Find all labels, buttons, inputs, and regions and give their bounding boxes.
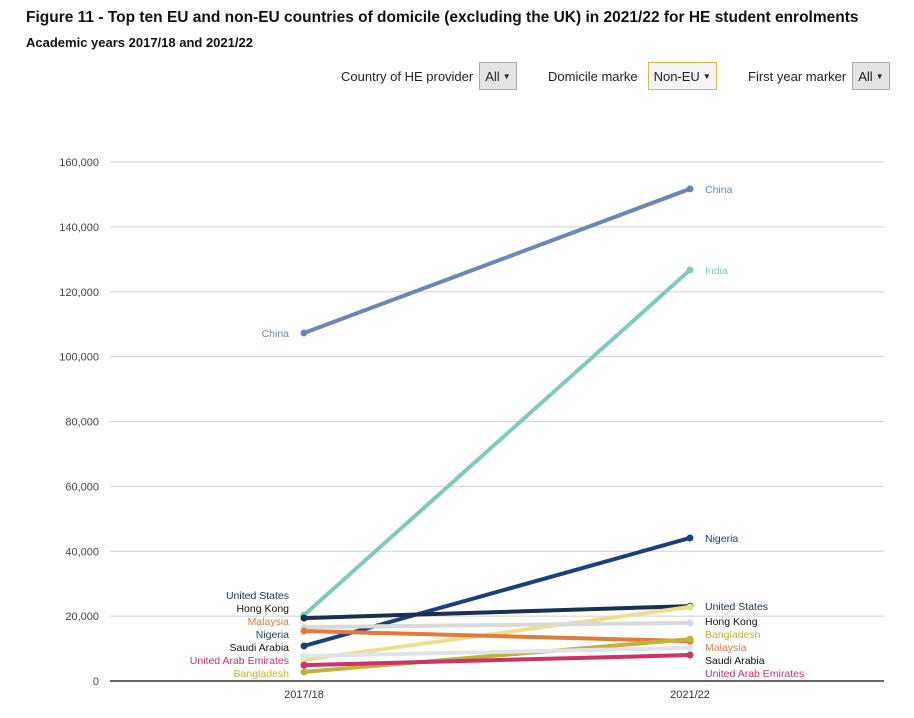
series-label-left: Malaysia <box>248 616 290 628</box>
data-point <box>686 644 694 652</box>
series-label-right: Hong Kong <box>705 616 758 628</box>
data-point <box>300 329 308 337</box>
data-point <box>686 619 694 627</box>
series-label-right: China <box>705 184 733 196</box>
series-label-right: Saudi Arabia <box>705 655 765 667</box>
dropdown-value: All <box>485 68 500 84</box>
y-tick-label: 80,000 <box>65 417 99 429</box>
series-line <box>302 637 692 674</box>
x-tick-label: 2017/18 <box>284 689 324 701</box>
y-tick-label: 140,000 <box>59 222 99 234</box>
series-label-right: Malaysia <box>705 642 747 654</box>
series-label-left: United States <box>226 590 289 602</box>
series-label-left: Hong Kong <box>236 603 289 615</box>
series-label-right: India <box>705 265 728 277</box>
y-tick-label: 0 <box>93 676 99 688</box>
series-label-left: Bangladesh <box>234 668 290 680</box>
caret-down-icon: ▼ <box>502 71 511 81</box>
filter-label: Domicile marke <box>548 68 638 84</box>
data-point <box>686 266 694 274</box>
data-point <box>300 627 308 635</box>
data-point <box>300 642 308 650</box>
y-tick-label: 120,000 <box>59 287 99 299</box>
data-point <box>300 652 308 660</box>
data-point <box>686 603 694 611</box>
caret-down-icon: ▼ <box>702 71 711 81</box>
series-line <box>302 605 692 662</box>
series-line <box>302 645 692 659</box>
series-label-left: China <box>262 328 290 340</box>
data-point <box>686 185 694 193</box>
caret-down-icon: ▼ <box>875 71 884 81</box>
data-point <box>300 661 308 669</box>
data-point <box>686 651 694 659</box>
filter-country-of-provider: Country of HE provider All ▼ <box>341 62 517 90</box>
series-line <box>302 535 692 648</box>
series-line <box>302 629 692 644</box>
data-point <box>300 614 308 622</box>
series-label-left: United Arab Emirates <box>190 655 289 667</box>
data-point <box>686 635 694 643</box>
x-tick-label: 2021/22 <box>670 689 710 701</box>
first-year-marker-dropdown[interactable]: All ▼ <box>852 62 890 90</box>
series-label-left: Nigeria <box>256 629 289 641</box>
filter-label: Country of HE provider <box>341 68 474 84</box>
domicile-marker-dropdown[interactable]: Non-EU ▼ <box>647 62 717 90</box>
filter-first-year-marker: First year marker All ▼ <box>748 62 890 90</box>
series-line <box>302 620 692 630</box>
dropdown-value: All <box>858 68 873 84</box>
series-label-right: United Arab Emirates <box>705 668 804 680</box>
filter-label: First year marker <box>748 68 847 84</box>
series-line <box>302 186 692 335</box>
chart-title: Figure 11 - Top ten EU and non-EU countr… <box>26 9 859 26</box>
series-label-right: Nigeria <box>705 533 738 545</box>
series-label-right: Bangladesh <box>705 629 761 641</box>
y-tick-label: 100,000 <box>59 352 99 364</box>
series-label-left: Saudi Arabia <box>229 642 289 654</box>
y-tick-label: 20,000 <box>65 611 99 623</box>
series-line <box>302 604 692 621</box>
data-point <box>300 668 308 676</box>
dropdown-value: Non-EU <box>653 68 700 84</box>
series-label-right: United States <box>705 601 768 613</box>
country-provider-dropdown[interactable]: All ▼ <box>479 62 517 90</box>
chart-subtitle: Academic years 2017/18 and 2021/22 <box>26 35 253 50</box>
series-line <box>302 653 692 668</box>
series-line <box>302 268 692 618</box>
y-tick-label: 160,000 <box>59 157 99 169</box>
y-tick-label: 60,000 <box>65 481 99 493</box>
data-point <box>686 534 694 542</box>
y-tick-label: 40,000 <box>65 546 99 558</box>
filter-domicile-marker: Domicile marke Non-EU ▼ <box>548 62 717 90</box>
